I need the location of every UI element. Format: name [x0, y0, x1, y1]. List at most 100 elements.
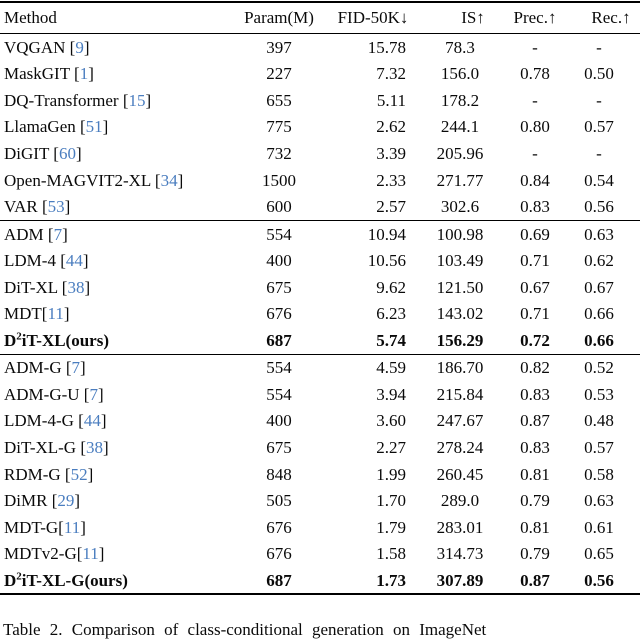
table-header: Method Param(M) FID-50K↓ IS↑ Prec.↑ Rec.↑ [0, 2, 640, 34]
table-row: D2iT-XL(ours) 687 5.74 156.29 0.72 0.66 [0, 327, 640, 354]
citation-link[interactable]: 7 [53, 224, 63, 244]
is-cell: 156.0 [440, 64, 480, 84]
method-cell: ADM [7] [4, 224, 68, 244]
prec-cell: 0.72 [520, 330, 550, 350]
rec-cell: 0.67 [584, 277, 614, 297]
prec-cell: 0.81 [520, 464, 550, 484]
param-cell: 775 [266, 117, 292, 137]
prec-cell: 0.87 [520, 411, 550, 431]
table-row: ADM-G [7] 554 4.59 186.70 0.82 0.52 [0, 354, 640, 381]
rec-cell: 0.57 [584, 117, 614, 137]
rec-cell: 0.56 [584, 570, 614, 590]
table-section-diffusion-without-guidance: ADM [7] 554 10.94 100.98 0.69 0.63 LDM-4 [44] 4… [0, 220, 640, 354]
param-cell: 227 [266, 64, 292, 84]
param-cell: 732 [266, 143, 292, 163]
citation-link[interactable]: 7 [89, 384, 98, 404]
citation-link[interactable]: 38 [86, 437, 104, 457]
is-cell: 78.3 [445, 37, 475, 57]
param-cell: 675 [266, 437, 292, 457]
fid-cell: 1.79 [376, 517, 406, 537]
fid-cell: 2.62 [376, 117, 406, 137]
citation-link[interactable]: 51 [85, 117, 103, 137]
fid-cell: 3.39 [376, 143, 406, 163]
rec-cell: - [596, 143, 602, 163]
table-row: LDM-4 [44] 400 10.56 103.49 0.71 0.62 [0, 247, 640, 274]
table-row: MDT-G[11] 676 1.79 283.01 0.81 0.61 [0, 514, 640, 541]
is-cell: 271.77 [436, 170, 484, 190]
citation-link[interactable]: 53 [47, 197, 65, 217]
fid-cell: 1.99 [376, 464, 406, 484]
rec-cell: - [596, 37, 602, 57]
is-cell: 103.49 [436, 251, 484, 271]
table-row: ADM-G-U [7] 554 3.94 215.84 0.83 0.53 [0, 381, 640, 408]
param-cell: 848 [266, 464, 292, 484]
param-cell: 687 [266, 570, 292, 590]
param-cell: 505 [266, 491, 292, 511]
table-row: MDTv2-G[11] 676 1.58 314.73 0.79 0.65 [0, 540, 640, 567]
citation-link[interactable]: 38 [67, 277, 85, 297]
param-cell: 655 [266, 90, 292, 110]
rec-cell: 0.62 [584, 251, 614, 271]
table-section-autoregressive-and-token-models: VQGAN [9] 397 15.78 78.3 - - MaskGIT [1] 227 7.3… [0, 34, 640, 221]
prec-cell: 0.83 [520, 197, 550, 217]
prec-cell: 0.83 [520, 437, 550, 457]
citation-link[interactable]: 44 [83, 411, 101, 431]
citation-link[interactable]: 15 [128, 90, 146, 110]
table-row: MDT[11] 676 6.23 143.02 0.71 0.66 [0, 300, 640, 327]
param-cell: 400 [266, 251, 292, 271]
citation-link[interactable]: 44 [65, 251, 83, 271]
results-table: Method Param(M) FID-50K↓ IS↑ Prec.↑ Rec.↑ VQG… [0, 1, 640, 596]
prec-cell: 0.69 [520, 224, 550, 244]
param-cell: 397 [266, 37, 292, 57]
method-cell: D2iT-XL(ours) [4, 330, 109, 350]
column-header-fid: FID-50K↓ [326, 2, 420, 34]
citation-link[interactable]: 34 [160, 170, 178, 190]
prec-cell: - [532, 143, 538, 163]
column-header-is: IS↑ [420, 2, 500, 34]
method-cell: MaskGIT [1] [4, 64, 94, 84]
citation-link[interactable]: 29 [57, 491, 75, 511]
method-cell: MDTv2-G[11] [4, 544, 105, 564]
method-cell: D2iT-XL-G(ours) [4, 570, 128, 590]
is-cell: 314.73 [436, 544, 484, 564]
superscript-2: 2 [16, 570, 22, 583]
method-cell: MDT-G[11] [4, 517, 86, 537]
is-cell: 100.98 [436, 224, 484, 244]
is-cell: 307.89 [436, 570, 484, 590]
citation-link[interactable]: 11 [47, 304, 64, 324]
fid-cell: 1.58 [376, 544, 406, 564]
fid-cell: 4.59 [376, 358, 406, 378]
rec-cell: 0.57 [584, 437, 614, 457]
citation-link[interactable]: 9 [75, 37, 84, 57]
param-cell: 687 [266, 330, 292, 350]
fid-cell: 2.57 [376, 197, 406, 217]
method-cell: ADM-G-U [7] [4, 384, 104, 404]
fid-cell: 1.73 [376, 570, 406, 590]
param-cell: 400 [266, 411, 292, 431]
citation-link[interactable]: 11 [82, 544, 99, 564]
fid-cell: 5.11 [376, 90, 406, 110]
method-cell: LDM-4 [44] [4, 251, 89, 271]
rec-cell: - [596, 90, 602, 110]
citation-link[interactable]: 60 [58, 143, 76, 163]
column-header-rec: Rec.↑ [570, 2, 640, 34]
table-row: DiT-XL [38] 675 9.62 121.50 0.67 0.67 [0, 274, 640, 301]
table-row: ADM [7] 554 10.94 100.98 0.69 0.63 [0, 220, 640, 247]
method-cell: DiT-XL [38] [4, 277, 91, 297]
prec-cell: - [532, 37, 538, 57]
table-section-diffusion-with-guidance: ADM-G [7] 554 4.59 186.70 0.82 0.52 ADM-G-U [7… [0, 354, 640, 594]
fid-cell: 2.33 [376, 170, 406, 190]
citation-link[interactable]: 11 [63, 517, 81, 537]
table-row: DQ-Transformer [15] 655 5.11 178.2 - - [0, 87, 640, 114]
superscript-2: 2 [16, 330, 22, 343]
table-row: LlamaGen [51] 775 2.62 244.1 0.80 0.57 [0, 114, 640, 141]
prec-cell: 0.71 [520, 304, 550, 324]
fid-cell: 10.94 [367, 224, 406, 244]
citation-link[interactable]: 7 [71, 358, 81, 378]
citation-link[interactable]: 1 [79, 64, 89, 84]
fid-cell: 1.70 [376, 491, 406, 511]
table-row: DiGIT [60] 732 3.39 205.96 - - [0, 140, 640, 167]
fid-cell: 2.27 [376, 437, 406, 457]
rec-cell: 0.48 [584, 411, 614, 431]
citation-link[interactable]: 52 [70, 464, 88, 484]
